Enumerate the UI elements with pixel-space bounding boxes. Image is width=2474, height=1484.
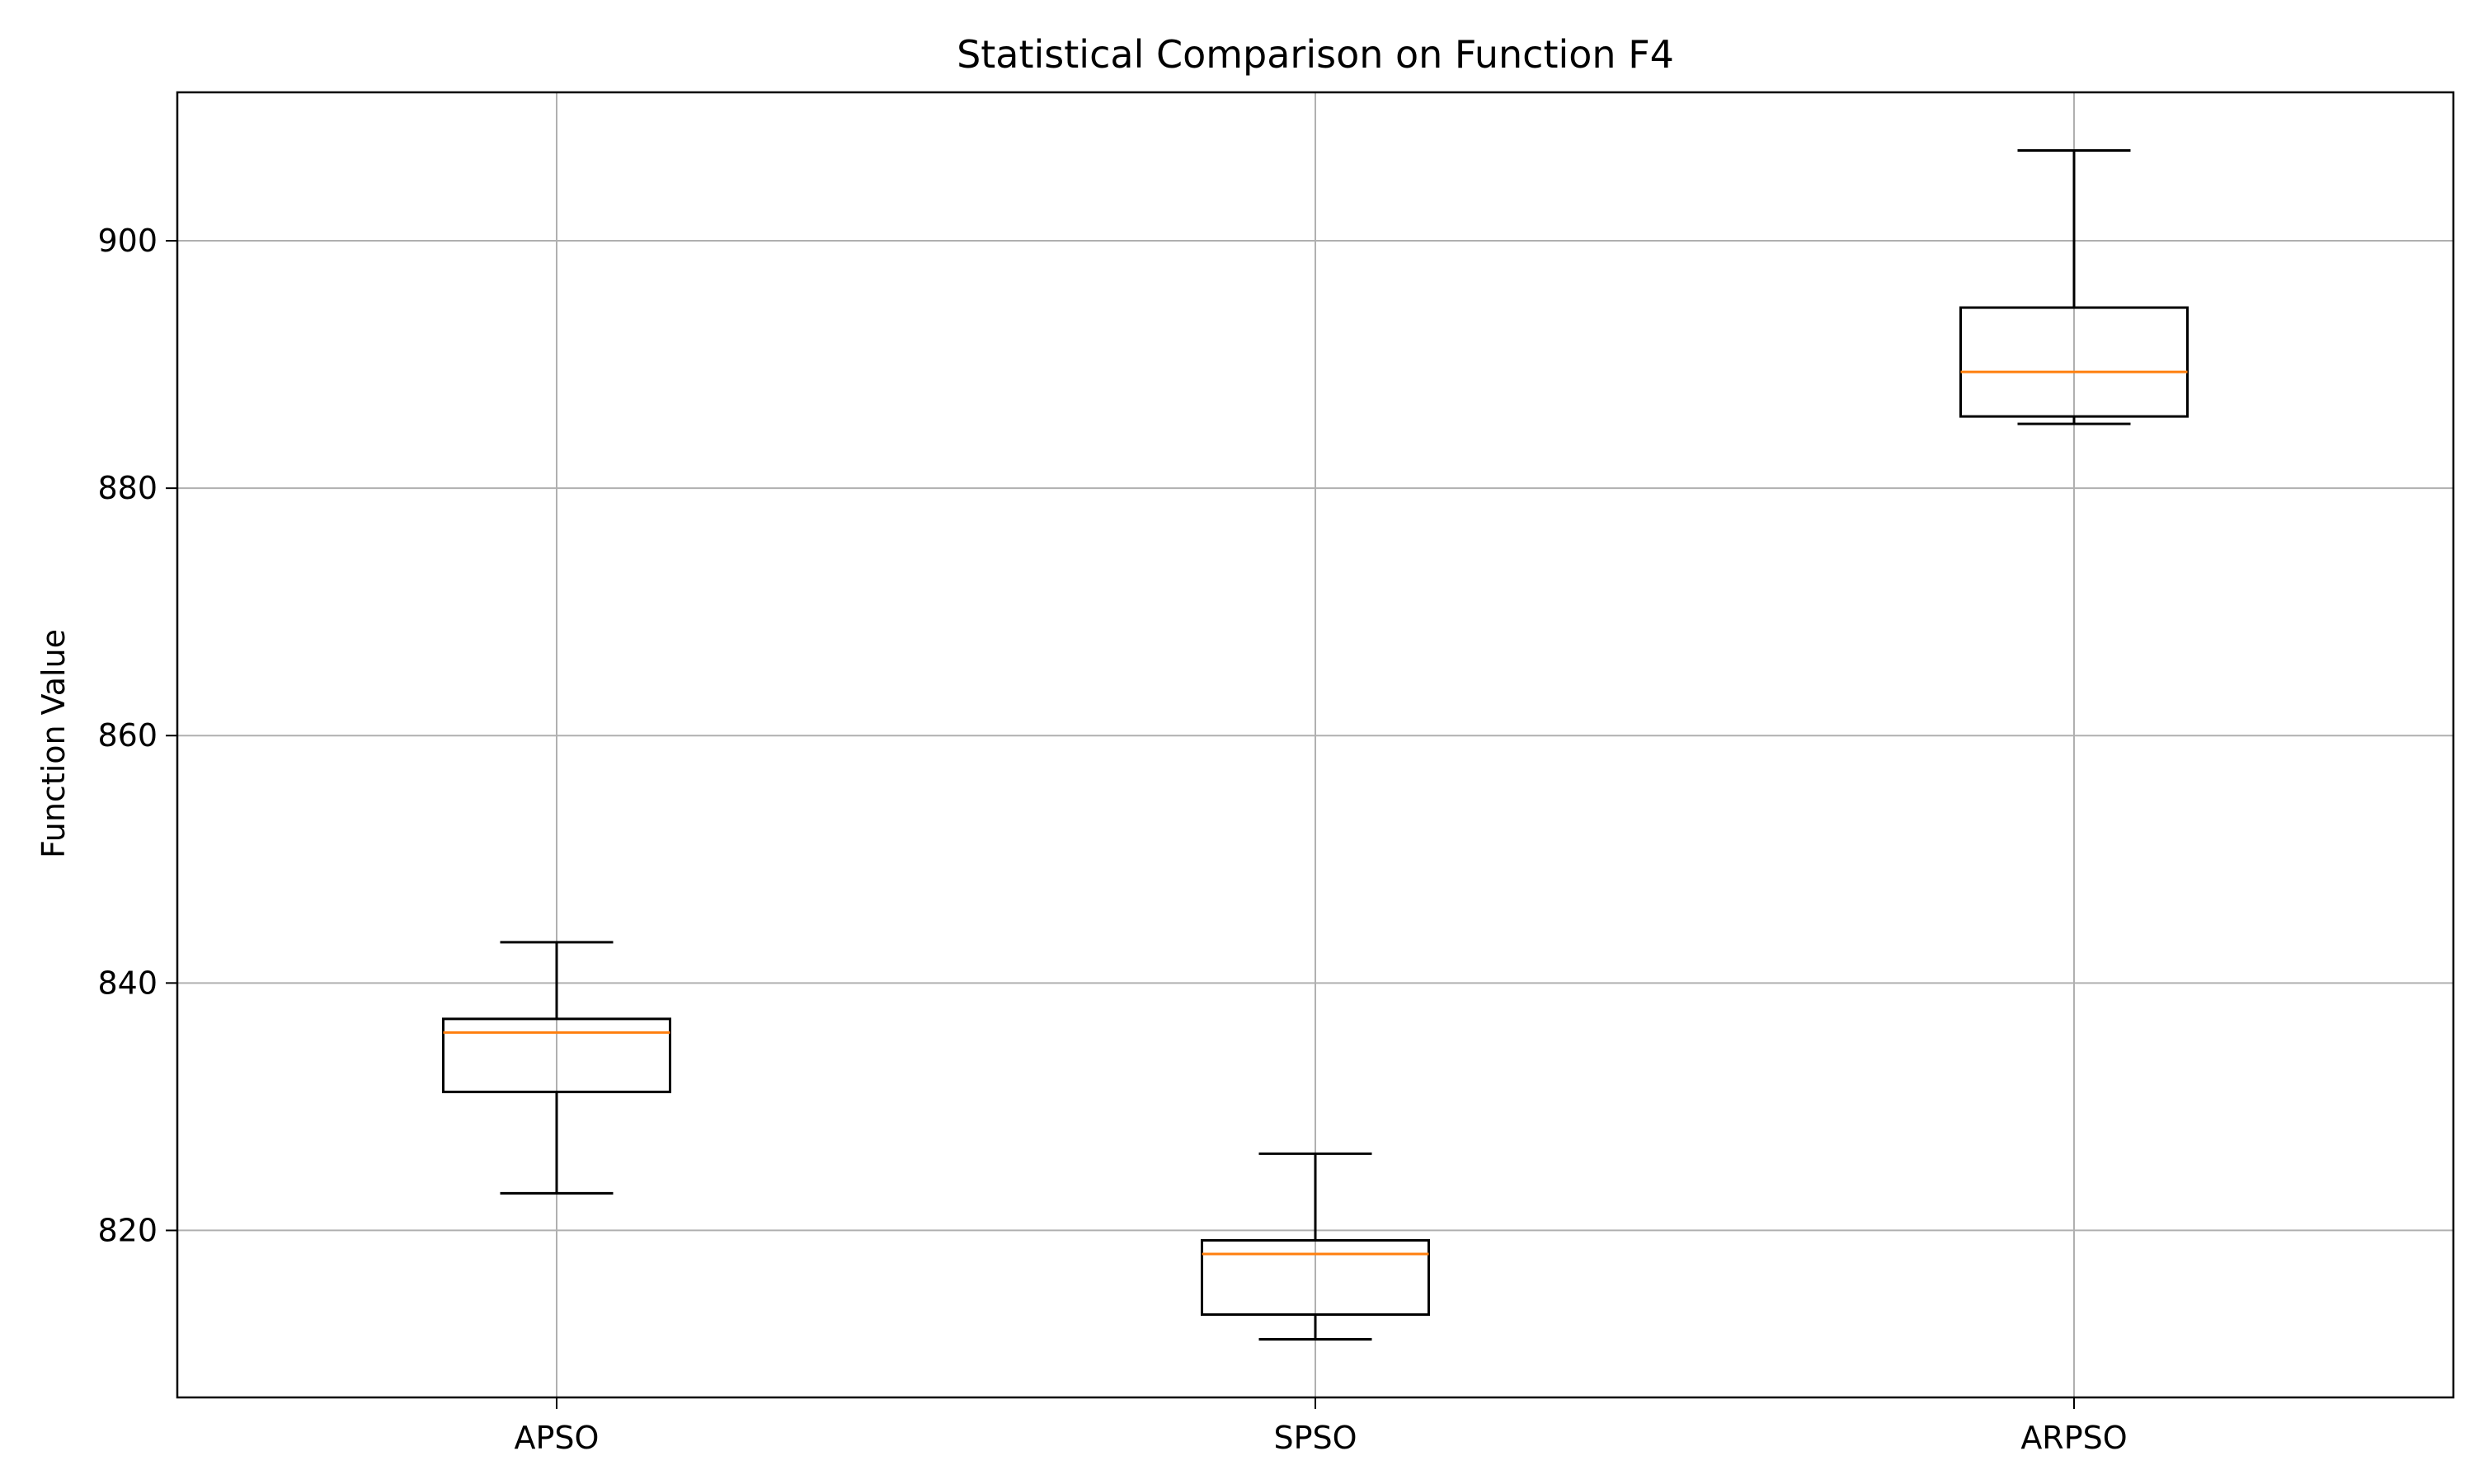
box-spso xyxy=(1201,1152,1430,1341)
x-tick-label-apso: APSO xyxy=(515,1420,600,1456)
x-tick-label-spso: SPSO xyxy=(1273,1420,1357,1456)
y-tick-label-820: 820 xyxy=(97,1212,158,1248)
y-axis-label: Function Value xyxy=(35,629,72,858)
y-tick-label-880: 880 xyxy=(97,470,158,506)
y-tick-label-860: 860 xyxy=(97,717,158,754)
y-tick-label-840: 840 xyxy=(97,965,158,1001)
iqr-box-apso xyxy=(442,1017,671,1093)
y-tick-label-900: 900 xyxy=(97,223,158,259)
box-arpso xyxy=(1959,149,2189,425)
chart-title: Statistical Comparison on Function F4 xyxy=(957,32,1674,77)
axis-ticks: 820 840 860 880 900 APSO SPSO ARPSO xyxy=(97,223,2127,1456)
iqr-box-arpso xyxy=(1959,306,2189,418)
x-tick-label-arpso: ARPSO xyxy=(2020,1420,2127,1456)
plot-frame xyxy=(176,91,2455,1399)
box-apso xyxy=(442,941,671,1195)
iqr-box-spso xyxy=(1201,1238,1430,1316)
boxes xyxy=(442,149,2189,1341)
